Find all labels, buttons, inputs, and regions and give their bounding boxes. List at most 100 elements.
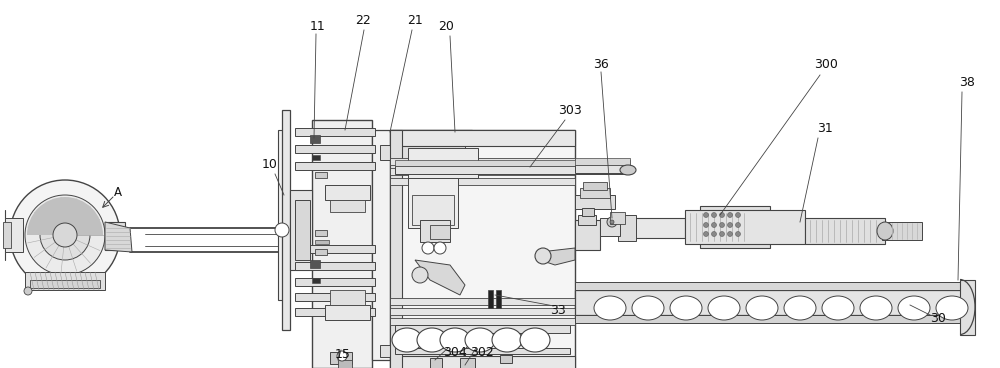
Bar bbox=[315, 249, 327, 255]
Ellipse shape bbox=[822, 296, 854, 320]
Bar bbox=[600, 218, 620, 236]
Ellipse shape bbox=[465, 328, 495, 352]
Text: 15: 15 bbox=[335, 347, 351, 361]
Bar bbox=[882, 222, 922, 240]
Bar bbox=[105, 222, 125, 250]
Bar bbox=[500, 355, 512, 363]
Circle shape bbox=[728, 212, 732, 217]
Bar bbox=[312, 120, 372, 368]
Bar bbox=[30, 280, 100, 288]
Circle shape bbox=[720, 231, 724, 237]
Ellipse shape bbox=[708, 296, 740, 320]
Bar bbox=[390, 308, 575, 315]
Ellipse shape bbox=[492, 328, 522, 352]
Bar bbox=[315, 172, 327, 178]
Circle shape bbox=[610, 220, 614, 224]
Bar bbox=[3, 222, 11, 248]
Ellipse shape bbox=[898, 296, 930, 320]
Bar bbox=[330, 352, 352, 364]
Bar bbox=[685, 210, 805, 244]
Bar bbox=[575, 220, 600, 250]
Circle shape bbox=[720, 223, 724, 227]
Text: 11: 11 bbox=[310, 20, 326, 32]
Bar bbox=[290, 190, 312, 270]
Bar bbox=[488, 290, 493, 308]
Bar bbox=[25, 272, 105, 290]
Ellipse shape bbox=[594, 296, 626, 320]
Bar bbox=[330, 290, 365, 305]
Bar bbox=[372, 130, 472, 360]
Bar bbox=[390, 178, 575, 185]
Ellipse shape bbox=[746, 296, 778, 320]
Bar bbox=[330, 200, 365, 212]
Ellipse shape bbox=[670, 296, 702, 320]
Bar bbox=[390, 130, 575, 368]
Bar bbox=[582, 208, 594, 216]
Ellipse shape bbox=[860, 296, 892, 320]
Bar bbox=[395, 348, 570, 354]
Bar bbox=[805, 218, 885, 244]
Circle shape bbox=[712, 223, 716, 227]
Text: 10: 10 bbox=[262, 158, 278, 170]
Bar bbox=[408, 148, 478, 178]
Ellipse shape bbox=[877, 222, 893, 240]
Bar bbox=[325, 305, 370, 320]
Bar bbox=[310, 135, 320, 143]
Circle shape bbox=[434, 242, 446, 254]
Bar bbox=[460, 358, 475, 368]
Bar bbox=[390, 318, 575, 325]
Ellipse shape bbox=[417, 328, 447, 352]
Text: 20: 20 bbox=[438, 20, 454, 32]
Bar bbox=[295, 200, 310, 260]
Circle shape bbox=[712, 231, 716, 237]
Bar bbox=[390, 158, 575, 165]
Circle shape bbox=[40, 210, 90, 260]
Text: 30: 30 bbox=[930, 311, 946, 325]
Bar bbox=[312, 155, 320, 160]
Bar bbox=[295, 262, 375, 270]
Circle shape bbox=[736, 212, 740, 217]
Circle shape bbox=[712, 212, 716, 217]
Bar bbox=[408, 178, 458, 228]
Circle shape bbox=[24, 287, 32, 295]
Bar bbox=[496, 290, 501, 308]
Bar bbox=[295, 308, 375, 316]
Bar bbox=[278, 130, 284, 300]
Circle shape bbox=[337, 351, 347, 361]
Bar bbox=[430, 225, 450, 239]
Circle shape bbox=[728, 223, 732, 227]
Bar bbox=[420, 220, 450, 242]
Circle shape bbox=[607, 217, 617, 227]
Circle shape bbox=[275, 223, 289, 237]
Bar bbox=[575, 165, 630, 173]
Wedge shape bbox=[27, 197, 103, 235]
Text: 38: 38 bbox=[959, 77, 975, 89]
Bar bbox=[700, 206, 770, 248]
Ellipse shape bbox=[936, 296, 968, 320]
Bar bbox=[295, 128, 375, 136]
Bar bbox=[295, 162, 375, 170]
Bar bbox=[315, 230, 327, 236]
Bar bbox=[5, 218, 23, 252]
Bar bbox=[618, 215, 636, 241]
Bar bbox=[578, 215, 596, 225]
Circle shape bbox=[736, 231, 740, 237]
Bar bbox=[575, 315, 970, 323]
Circle shape bbox=[736, 223, 740, 227]
Circle shape bbox=[53, 223, 77, 247]
Text: 304: 304 bbox=[443, 346, 467, 358]
Circle shape bbox=[704, 223, 708, 227]
Bar bbox=[390, 298, 575, 305]
Circle shape bbox=[55, 225, 75, 245]
Bar bbox=[380, 145, 465, 160]
Text: 36: 36 bbox=[593, 57, 609, 71]
Bar bbox=[310, 260, 320, 268]
Bar bbox=[575, 282, 970, 290]
Bar bbox=[295, 145, 375, 153]
Text: 302: 302 bbox=[470, 346, 494, 358]
Bar bbox=[295, 278, 375, 286]
Bar bbox=[583, 182, 607, 190]
Circle shape bbox=[535, 248, 551, 264]
Circle shape bbox=[728, 231, 732, 237]
Ellipse shape bbox=[392, 328, 422, 352]
